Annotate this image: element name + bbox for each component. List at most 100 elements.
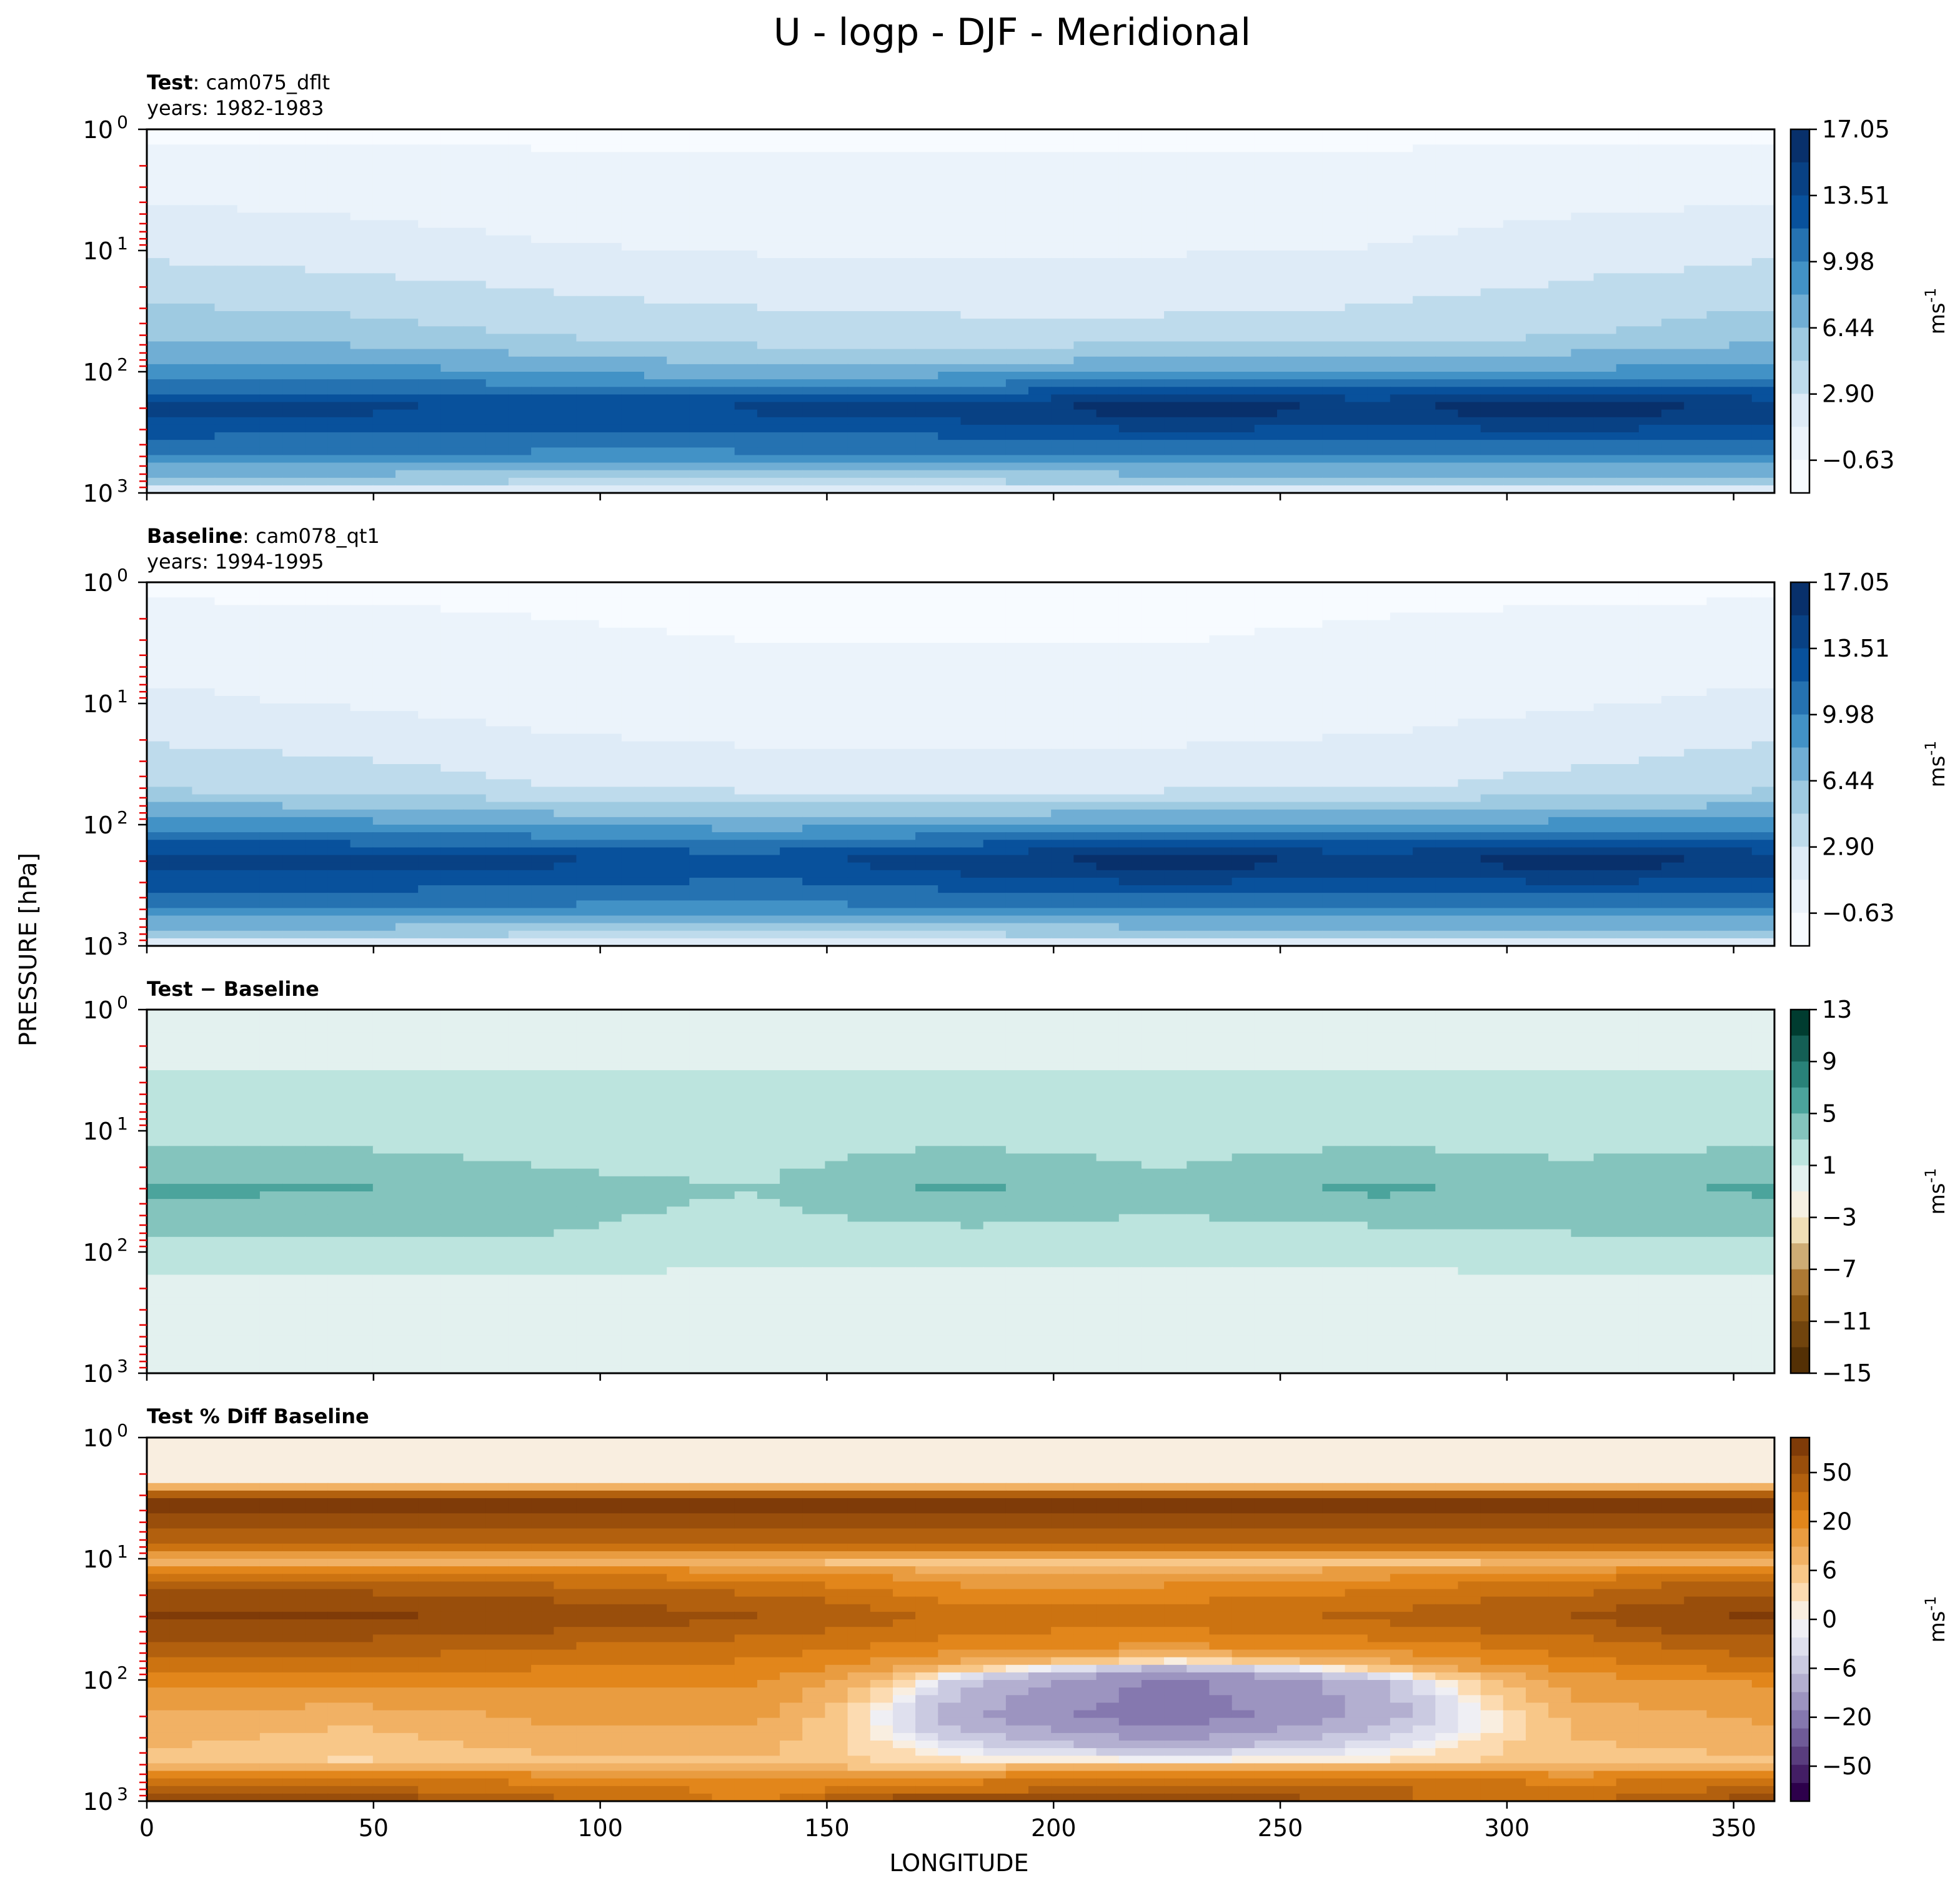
field-cell: [802, 372, 825, 380]
field-cell: [1661, 205, 1684, 213]
field-cell: [237, 613, 261, 621]
field-cell: [1661, 175, 1684, 183]
field-cell: [1300, 311, 1323, 319]
field-cell: [395, 425, 419, 433]
field-cell: [870, 182, 893, 191]
field-cell: [802, 243, 825, 251]
field-cell: [440, 447, 464, 455]
field-cell: [260, 734, 283, 742]
field-cell: [1186, 175, 1210, 183]
field-cell: [554, 597, 577, 605]
field-cell: [237, 440, 261, 448]
field-cell: [192, 605, 215, 613]
field-cell: [1435, 440, 1458, 448]
field-cell: [1707, 304, 1730, 312]
field-cell: [848, 447, 871, 455]
field-cell: [1300, 228, 1323, 236]
field-cell: [1255, 463, 1278, 471]
field-cell: [1028, 478, 1052, 486]
field-cell: [1300, 182, 1323, 191]
field-cell: [915, 129, 938, 137]
field-cell: [1548, 236, 1571, 244]
field-cell: [1073, 190, 1097, 198]
field-cell: [147, 364, 170, 372]
field-cell: [1028, 650, 1052, 658]
field-cell: [825, 372, 848, 380]
field-cell: [757, 273, 780, 281]
field-cell: [1277, 190, 1300, 198]
field-cell: [509, 470, 532, 479]
field-cell: [689, 304, 712, 312]
field-cell: [938, 167, 961, 176]
field-cell: [1661, 357, 1684, 365]
field-cell: [1661, 251, 1684, 259]
field-cell: [1232, 205, 1255, 213]
field-cell: [1164, 236, 1187, 244]
field-cell: [237, 342, 261, 350]
field-cell: [1051, 236, 1074, 244]
field-cell: [1413, 658, 1436, 666]
field-cell: [689, 410, 712, 418]
field-cell: [1277, 167, 1300, 176]
field-cell: [1006, 470, 1029, 479]
field-cell: [712, 703, 735, 712]
field-cell: [1481, 643, 1504, 651]
field-cell: [395, 334, 419, 342]
field-cell: [780, 402, 803, 410]
field-cell: [1594, 175, 1617, 183]
field-cell: [1503, 349, 1526, 357]
field-cell: [1006, 266, 1029, 274]
field-cell: [802, 718, 825, 727]
field-cell: [622, 440, 645, 448]
field-cell: [464, 478, 487, 486]
field-cell: [938, 258, 961, 266]
field-cell: [237, 447, 261, 455]
field-cell: [327, 182, 351, 191]
field-cell: [1119, 197, 1142, 206]
field-cell: [531, 425, 554, 433]
field-cell: [983, 190, 1007, 198]
field-cell: [1345, 349, 1368, 357]
field-cell: [644, 289, 667, 297]
field-cell: [327, 432, 351, 440]
field-cell: [1413, 711, 1436, 719]
field-cell: [1616, 673, 1639, 682]
field-cell: [1073, 197, 1097, 206]
field-cell: [1503, 304, 1526, 312]
field-cell: [1210, 175, 1233, 183]
field-cell: [780, 463, 803, 471]
field-cell: [1526, 342, 1549, 350]
field-cell: [237, 394, 261, 402]
field-cell: [1639, 167, 1662, 176]
field-cell: [1458, 410, 1481, 418]
field-cell: [554, 281, 577, 289]
field-cell: [961, 726, 984, 734]
field-cell: [938, 455, 961, 463]
field-cell: [418, 696, 441, 704]
field-cell: [351, 673, 374, 682]
field-cell: [780, 349, 803, 357]
field-cell: [1255, 364, 1278, 372]
field-cell: [282, 243, 306, 251]
field-cell: [1481, 628, 1504, 636]
field-cell: [735, 251, 758, 259]
field-cell: [576, 718, 599, 727]
field-cell: [192, 696, 215, 704]
field-cell: [351, 440, 374, 448]
figure-title: U - logp - DJF - Meridional: [774, 11, 1251, 54]
field-cell: [1028, 440, 1052, 448]
field-cell: [147, 643, 170, 651]
field-cell: [1661, 326, 1684, 334]
field-cell: [215, 718, 238, 727]
field-cell: [373, 190, 396, 198]
field-cell: [327, 478, 351, 486]
field-cell: [1390, 152, 1413, 160]
field-cell: [825, 650, 848, 658]
field-cell: [1458, 605, 1481, 613]
field-cell: [1073, 266, 1097, 274]
field-cell: [576, 175, 599, 183]
field-cell: [961, 197, 984, 206]
y-tick-exponent: 1: [117, 233, 128, 254]
field-cell: [1571, 410, 1594, 418]
field-cell: [599, 635, 622, 643]
